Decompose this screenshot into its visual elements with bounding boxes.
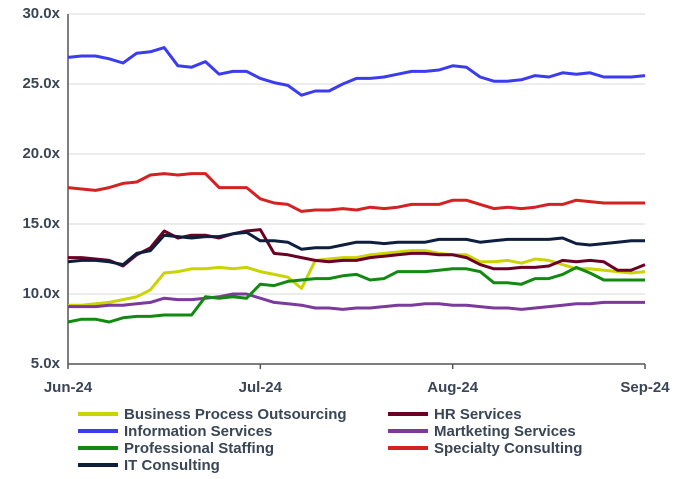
y-tick-label: 5.0x [31, 355, 61, 372]
legend-label: Specialty Consulting [434, 440, 582, 457]
series-line [67, 172, 645, 213]
legend-label: Martketing Services [434, 423, 576, 440]
series-line [67, 230, 645, 267]
x-tick-label: Sep-24 [620, 379, 670, 396]
legend-label: Information Services [124, 423, 272, 440]
legend-label: IT Consulting [124, 457, 220, 474]
legend-label: Business Process Outsourcing [124, 406, 347, 423]
y-tick-label: 30.0x [22, 5, 60, 22]
x-tick-label: Jul-24 [239, 379, 283, 396]
y-tick-label: 20.0x [22, 145, 60, 162]
series-line [68, 292, 645, 311]
y-tick-label: 25.0x [22, 75, 60, 92]
series-line [68, 249, 646, 307]
legend-label: HR Services [434, 406, 522, 423]
y-tick-label: 10.0x [22, 285, 60, 302]
legend-label: Professional Staffing [124, 440, 274, 457]
series-line [67, 265, 645, 324]
series-line [68, 228, 646, 272]
series-line [67, 46, 646, 97]
y-tick-label: 15.0x [22, 215, 60, 232]
x-tick-label: Jun-24 [44, 379, 93, 396]
x-tick-label: Aug-24 [427, 379, 478, 396]
